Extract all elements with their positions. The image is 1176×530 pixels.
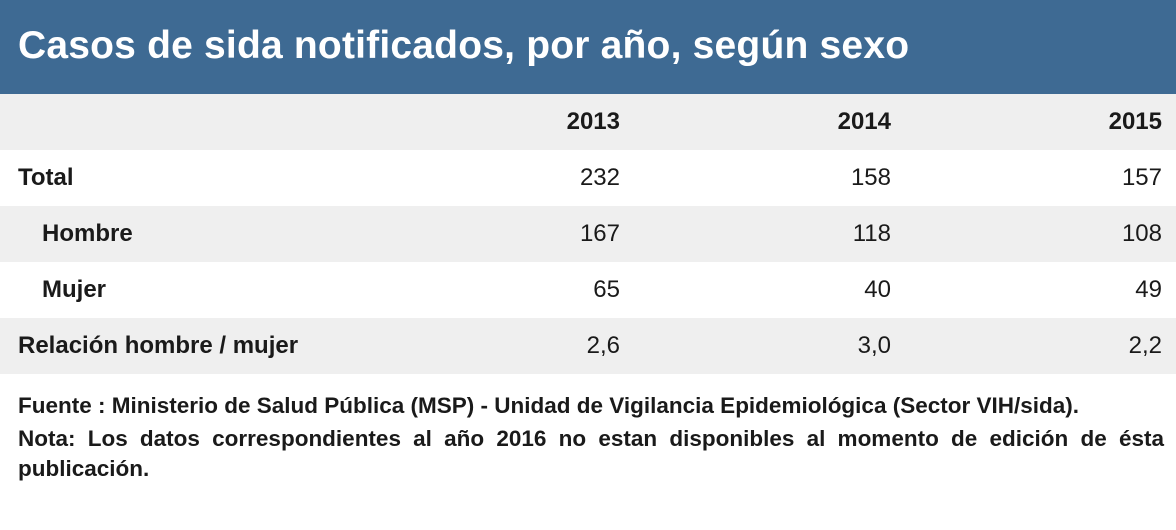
table-cell: 232: [579, 164, 620, 191]
table-cell: 40: [864, 276, 891, 303]
column-header-2013: 2013: [566, 108, 620, 135]
table-row-relacion: Relación hombre / mujer 2,6 3,0 2,2: [0, 318, 1176, 374]
table-cell: 108: [1121, 220, 1162, 247]
table-cell: 65: [593, 276, 620, 303]
edition-note: Nota: Los datos correspondientes al año …: [18, 426, 1164, 481]
table-cell: 167: [579, 220, 620, 247]
table-row-total: Total 232 158 157: [0, 150, 1176, 206]
row-label: Mujer: [42, 276, 107, 303]
page-title: Casos de sida notificados, por año, segú…: [18, 24, 910, 67]
table-cell: 49: [1135, 276, 1162, 303]
row-label: Hombre: [42, 220, 133, 247]
table-row-hombre: Hombre 167 118 108: [0, 206, 1176, 262]
table-cell: 158: [850, 164, 891, 191]
column-header-2014: 2014: [837, 108, 891, 135]
table-cell: 2,6: [586, 332, 620, 359]
table-cell: 3,0: [857, 332, 891, 359]
table-row-mujer: Mujer 65 40 49: [0, 262, 1176, 318]
row-label: Relación hombre / mujer: [18, 332, 299, 359]
table-cell: 157: [1121, 164, 1162, 191]
table-cell: 118: [852, 220, 891, 247]
table-cell: 2,2: [1128, 332, 1162, 359]
footnotes: Fuente : Ministerio de Salud Pública (MS…: [18, 391, 1164, 487]
source-note: Fuente : Ministerio de Salud Pública (MS…: [18, 393, 1080, 418]
table-header-row: 2013 2014 2015: [0, 94, 1176, 150]
column-header-2015: 2015: [1108, 108, 1162, 135]
title-bar: Casos de sida notificados, por año, segú…: [0, 0, 1176, 94]
row-label: Total: [18, 164, 74, 191]
